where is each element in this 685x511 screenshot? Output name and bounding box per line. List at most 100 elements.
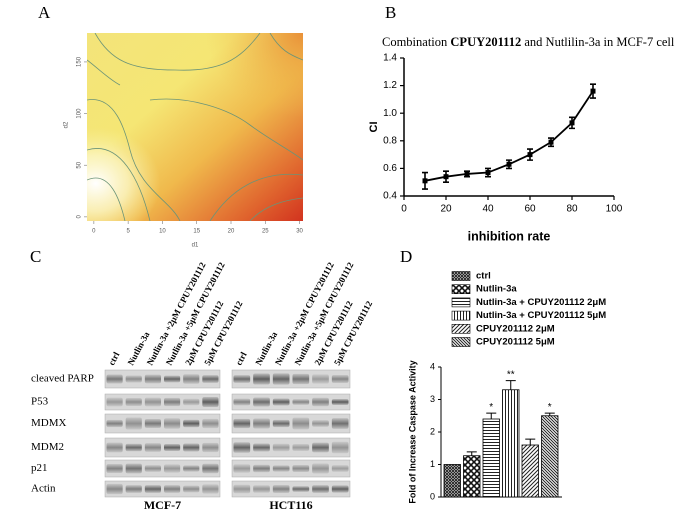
legend-swatch (451, 337, 471, 347)
blot-band (331, 418, 349, 429)
x-tick-label: 40 (482, 204, 494, 215)
blot-band (125, 375, 142, 383)
blot-band (183, 443, 200, 452)
blot-band (164, 485, 181, 493)
contour-lines (87, 33, 303, 221)
blot-strip (104, 437, 221, 458)
blot-strip (231, 480, 351, 498)
x-axis-label: d1 (192, 243, 199, 249)
blot-band (183, 398, 200, 406)
row-label: MDM2 (31, 441, 64, 453)
data-point (422, 178, 428, 184)
legend-swatch (451, 323, 471, 334)
y-tick-label: 0.4 (383, 191, 397, 202)
error-bar (544, 412, 555, 416)
blot-band (312, 442, 329, 453)
error-bar (525, 438, 536, 445)
legend-label: CPUY201112 2μM (476, 323, 555, 334)
x-tick-label: 80 (566, 204, 578, 215)
x-tick-label: 30 (296, 229, 303, 235)
panel-label: A (38, 3, 51, 22)
blot-band (312, 463, 329, 474)
blot-band (106, 419, 123, 428)
blot-band (202, 484, 219, 494)
blot-band (164, 375, 181, 383)
blot-band (292, 443, 310, 452)
blot-band (253, 418, 270, 429)
blot-band (331, 374, 349, 384)
lane-label: ctrl (106, 350, 121, 367)
blot-band (312, 420, 329, 427)
y-axis-label: d2 (64, 121, 70, 128)
row-label: p21 (31, 462, 48, 474)
title-part: and Nutlilin-3a in MCF-7 cell (524, 35, 675, 49)
blot-band (106, 397, 123, 407)
heat-fill (87, 33, 303, 221)
blot-band (253, 485, 270, 493)
data-point (506, 161, 512, 167)
x-tick-label: 15 (193, 229, 200, 235)
blot-band (183, 374, 200, 384)
bar (521, 444, 539, 498)
blot-band (312, 397, 329, 407)
y-tick-label: 1.2 (383, 80, 397, 91)
x-tick-label: 20 (440, 204, 452, 215)
legend-label: Nutlin-3a (476, 284, 517, 295)
blot-band (202, 442, 219, 453)
blot-band (272, 465, 290, 472)
data-point (464, 171, 470, 177)
legend-label: ctrl (476, 271, 491, 282)
x-axis-label: inhibition rate (468, 229, 551, 243)
data-point (443, 174, 449, 180)
x-tick-label: 20 (228, 229, 235, 235)
y-axis-label: Fold of Increase Caspase Activity (407, 360, 417, 503)
y-tick-label: 2 (430, 426, 435, 436)
line-panel: 0 20 40 60 80 100 0.4 0.6 0.8 1.0 1.2 1.4 inhibition… (368, 53, 623, 244)
y-tick-label: 4 (430, 361, 435, 371)
row-label: cleaved PARP (31, 373, 94, 385)
blot-band (183, 465, 200, 472)
data-point (569, 120, 575, 126)
blot-band (292, 464, 310, 473)
blot-strip (104, 480, 221, 498)
significance: * (548, 402, 552, 413)
row-label: P53 (31, 396, 49, 408)
lane-label: ctrl (234, 350, 249, 367)
error-bar (466, 451, 477, 456)
blot-band (292, 486, 310, 492)
blot-band (125, 417, 142, 430)
blot-band (144, 418, 161, 429)
blot-band (106, 442, 123, 453)
blot-band (183, 419, 200, 428)
blot-band (233, 484, 251, 494)
title-part: Combination (382, 35, 448, 49)
data-point (548, 139, 554, 145)
bar (482, 418, 500, 498)
y-tick-label: 1 (430, 459, 435, 469)
contour-panel: 0 5 10 15 20 25 30 0 50 100 150 d1 d2 (64, 33, 304, 249)
blot-band (312, 374, 329, 384)
blot-band (106, 483, 123, 495)
blot-band (272, 398, 290, 406)
blot-band (125, 398, 142, 406)
cell-line-label: HCT116 (269, 498, 312, 511)
blot-band (144, 485, 161, 493)
blot-band (233, 442, 251, 453)
blot-band (164, 443, 181, 452)
panel-label: B (385, 3, 396, 22)
y-tick-label: 150 (77, 56, 83, 67)
blot-band (253, 464, 270, 473)
blot-band (144, 465, 161, 472)
data-point (590, 88, 596, 94)
blot-band (164, 464, 181, 473)
blot-band (202, 463, 219, 474)
blot-band (272, 485, 290, 493)
heatmap (87, 33, 303, 221)
data-point (527, 152, 533, 158)
error-bar (505, 380, 516, 390)
blot-band (202, 375, 219, 383)
blot-band (106, 463, 123, 474)
blot-band (272, 373, 290, 385)
y-tick-label: 100 (77, 108, 83, 119)
